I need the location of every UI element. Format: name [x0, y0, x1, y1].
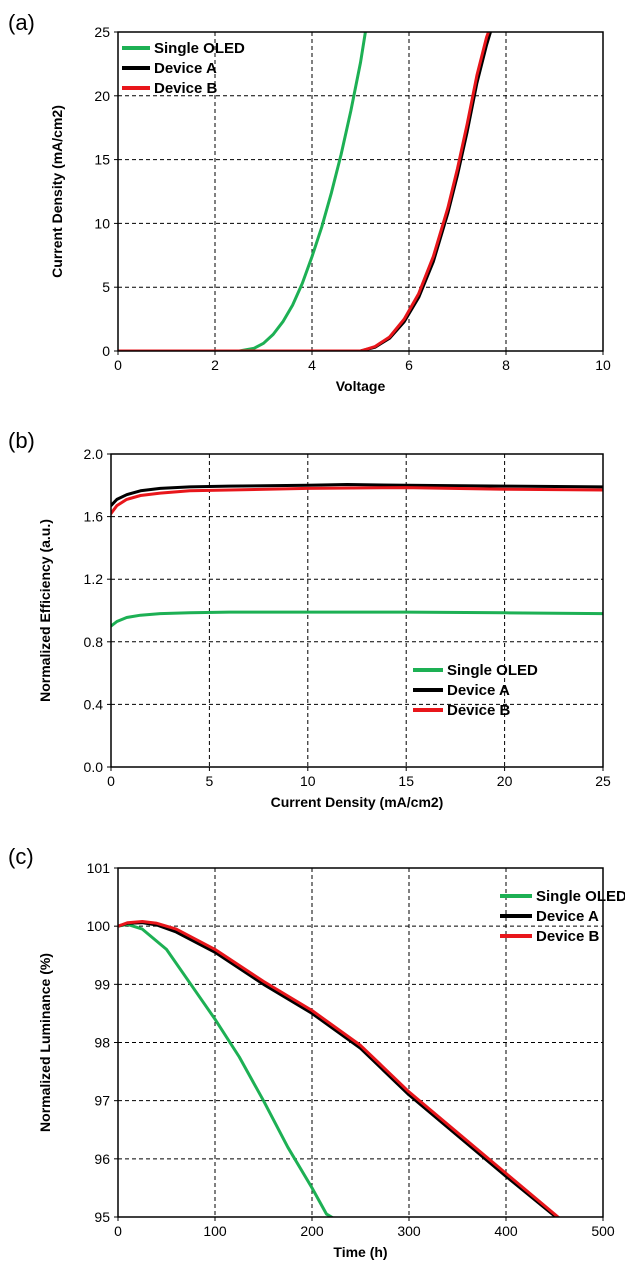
legend-label: Device A — [536, 908, 599, 925]
chart-panel-1: 0 2 4 6 8 10 0 5 10 15 20 25 Voltage Current Density … — [8, 10, 611, 394]
x-tick-label: 10 — [300, 773, 316, 789]
y-tick-label: 96 — [94, 1151, 110, 1167]
y-tick-label: 25 — [94, 24, 110, 40]
x-tick-label: 0 — [114, 1223, 122, 1239]
series-line-single-oled — [118, 32, 367, 351]
y-tick-label: 15 — [94, 152, 110, 168]
series-line-device-b — [118, 920, 561, 1217]
x-tick-label: 15 — [398, 773, 414, 789]
y-tick-label: 99 — [94, 976, 110, 992]
y-tick-label: 0.4 — [84, 696, 104, 712]
legend-label: Device B — [154, 80, 218, 97]
x-axis-title: Time (h) — [333, 1244, 387, 1260]
y-tick-label: 1.6 — [84, 509, 104, 525]
legend: Single OLED Device A Device B — [500, 888, 625, 945]
y-tick-label: 10 — [94, 215, 110, 231]
x-tick-label: 6 — [405, 357, 413, 373]
x-tick-label: 0 — [107, 773, 115, 789]
series-line-device-a — [118, 921, 559, 1217]
legend-label: Device A — [447, 682, 510, 699]
y-tick-label: 97 — [94, 1093, 110, 1109]
x-tick-label: 500 — [591, 1223, 615, 1239]
x-tick-label: 100 — [203, 1223, 227, 1239]
plot-frame — [110, 453, 604, 768]
x-tick-label: 10 — [595, 357, 611, 373]
legend-label: Single OLED — [536, 888, 625, 905]
chart-panel-3: 0 100 200 300 400 500 95 96 97 98 99 100 101 Time (h)… — [8, 844, 625, 1260]
y-tick-label: 98 — [94, 1035, 110, 1051]
y-tick-label: 101 — [87, 860, 111, 876]
x-tick-label: 400 — [494, 1223, 518, 1239]
legend-label: Device B — [536, 928, 600, 945]
x-tick-label: 300 — [397, 1223, 421, 1239]
x-tick-label: 2 — [211, 357, 219, 373]
x-axis-title: Current Density (mA/cm2) — [271, 794, 444, 810]
series-line-device-b — [118, 32, 490, 351]
plot-frame — [117, 31, 604, 352]
x-tick-label: 25 — [595, 773, 611, 789]
legend-label: Device A — [154, 60, 217, 77]
y-tick-label: 2.0 — [84, 446, 104, 462]
y-tick-label: 5 — [102, 279, 110, 295]
y-tick-label: 0.0 — [84, 759, 104, 775]
legend-label: Single OLED — [154, 40, 245, 57]
y-axis-title: Normalized Efficiency (a.u.) — [37, 519, 53, 702]
series-line-device-a — [111, 483, 603, 508]
series-line-single-oled — [118, 922, 335, 1217]
y-tick-label: 1.2 — [84, 571, 104, 587]
x-tick-label: 4 — [308, 357, 316, 373]
x-tick-label: 200 — [300, 1223, 324, 1239]
panel-label: (a) — [8, 10, 35, 35]
x-tick-label: 8 — [502, 357, 510, 373]
legend: Single OLED Device A Device B — [413, 662, 538, 719]
x-tick-label: 5 — [206, 773, 214, 789]
y-axis-title: Current Density (mA/cm2) — [49, 105, 65, 278]
legend-label: Single OLED — [447, 662, 538, 679]
x-axis-title: Voltage — [336, 378, 386, 394]
y-axis-title: Normalized Luminance (%) — [37, 953, 53, 1132]
y-tick-label: 100 — [87, 918, 111, 934]
legend-label: Device B — [447, 702, 511, 719]
series-line-single-oled — [111, 610, 603, 628]
x-tick-label: 20 — [497, 773, 513, 789]
y-tick-label: 0.8 — [84, 634, 104, 650]
series-line-device-b — [111, 486, 603, 515]
y-tick-label: 20 — [94, 88, 110, 104]
panel-label: (b) — [8, 428, 35, 453]
x-tick-label: 0 — [114, 357, 122, 373]
chart-panel-2: 0 5 10 15 20 25 0.0 0.4 0.8 1.2 1.6 2.0 Current Dens… — [8, 428, 611, 810]
panel-label: (c) — [8, 844, 34, 869]
y-tick-label: 95 — [94, 1209, 110, 1225]
y-tick-label: 0 — [102, 343, 110, 359]
legend: Single OLED Device A Device B — [122, 40, 245, 97]
